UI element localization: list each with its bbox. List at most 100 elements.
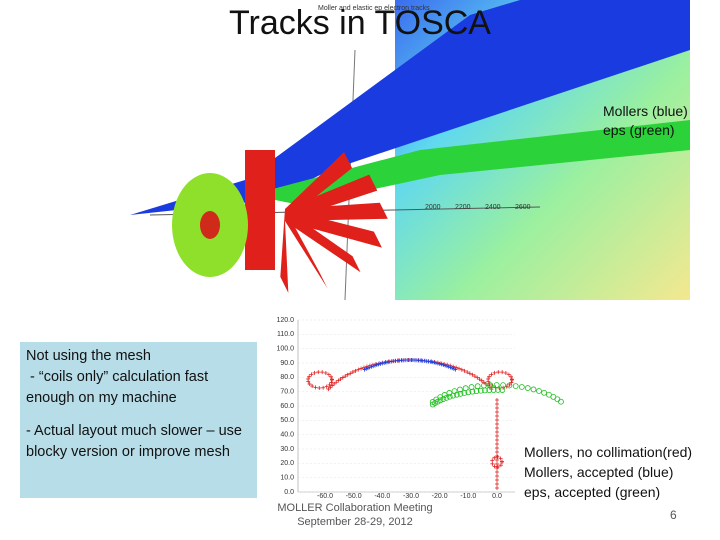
marker <box>361 365 366 370</box>
legend-entry: Mollers, accepted (blue) <box>524 464 674 480</box>
marker <box>312 370 317 375</box>
axis-label: 2400 <box>485 204 501 211</box>
page-number: 6 <box>670 508 677 522</box>
marker <box>489 372 494 377</box>
note-line: Not using the mesh <box>26 348 151 364</box>
marker <box>343 374 348 379</box>
coil <box>245 150 275 270</box>
marker <box>345 372 350 377</box>
marker <box>470 372 475 377</box>
y-tick-label: 20.0 <box>280 460 294 467</box>
y-tick-label: 110.0 <box>277 331 294 338</box>
marker <box>495 426 499 430</box>
marker <box>495 482 499 486</box>
marker <box>477 377 482 382</box>
marker <box>443 363 448 368</box>
marker <box>481 380 486 385</box>
marker <box>374 362 379 367</box>
marker <box>509 374 514 379</box>
marker <box>376 362 381 367</box>
marker <box>495 414 499 418</box>
x-tick-label: -30.0 <box>403 493 419 500</box>
marker <box>475 375 480 380</box>
marker <box>353 368 358 373</box>
note: - Actual layout much slower – use blocky… <box>26 423 247 460</box>
y-tick-label: 0.0 <box>284 489 294 496</box>
y-tick-label: 80.0 <box>280 374 294 381</box>
marker <box>453 391 460 398</box>
coil <box>280 209 289 293</box>
y-tick-label: 100.0 <box>276 346 294 353</box>
marker <box>321 385 326 390</box>
marker <box>495 458 499 462</box>
marker <box>328 385 333 390</box>
marker <box>327 382 332 387</box>
marker <box>380 361 385 366</box>
marker <box>336 378 341 383</box>
marker <box>472 374 477 379</box>
marker <box>309 372 314 377</box>
marker <box>530 386 537 393</box>
y-tick-label: 60.0 <box>280 403 294 410</box>
marker <box>369 364 374 369</box>
x-tick-label: -10.0 <box>460 493 476 500</box>
marker <box>503 371 508 376</box>
y-tick-label: 120.0 <box>276 317 294 324</box>
marker <box>558 398 564 405</box>
marker <box>479 378 484 383</box>
marker <box>499 459 504 464</box>
x-tick-label: 0.0 <box>492 493 502 500</box>
marker <box>350 370 355 375</box>
x-tick-label: -40.0 <box>374 493 390 500</box>
marker <box>495 387 501 393</box>
legend: Mollers, no collimation(red) Mollers, ac… <box>524 442 692 502</box>
footer-meeting: MOLLER Collaboration Meeting <box>277 502 433 514</box>
marker <box>434 398 441 405</box>
scatter-image: 120.0 110.0 100.0 90.0 80.0 70.0 60.0 50.0 40.0 3… <box>275 315 564 500</box>
marker <box>316 370 321 375</box>
marker <box>495 422 499 426</box>
marker <box>371 364 376 369</box>
marker <box>440 396 447 402</box>
marker <box>492 455 497 460</box>
marker <box>433 360 438 365</box>
marker <box>441 392 448 398</box>
marker <box>495 438 499 442</box>
marker <box>446 393 453 400</box>
marker <box>465 370 470 375</box>
notes-box: Not using the mesh - “coils only” calcul… <box>20 342 257 498</box>
legend: Mollers (blue) eps (green) <box>603 102 688 140</box>
marker <box>334 380 339 385</box>
legend-entry: eps, accepted (green) <box>524 484 661 500</box>
marker <box>486 377 491 382</box>
marker <box>378 361 383 366</box>
marker <box>340 375 345 380</box>
marker <box>359 366 364 371</box>
marker <box>453 367 458 372</box>
marker <box>332 381 337 386</box>
marker <box>506 372 511 377</box>
marker <box>348 371 353 376</box>
marker <box>450 392 457 399</box>
y-tick-label: 50.0 <box>280 417 294 424</box>
y-tick-label: 90.0 <box>280 360 294 367</box>
marker <box>435 361 440 366</box>
marker <box>439 362 444 367</box>
axis-label: 2000 <box>425 204 441 211</box>
marker <box>317 385 322 390</box>
marker <box>495 464 500 469</box>
y-tick-label: 40.0 <box>280 432 294 439</box>
marker <box>495 470 499 474</box>
coil <box>285 209 328 289</box>
marker <box>367 365 372 370</box>
marker <box>495 430 499 434</box>
marker <box>356 367 361 372</box>
marker <box>310 384 315 389</box>
marker <box>498 456 503 461</box>
marker <box>437 361 442 366</box>
marker <box>326 372 331 377</box>
marker <box>465 389 472 396</box>
marker <box>457 390 464 397</box>
